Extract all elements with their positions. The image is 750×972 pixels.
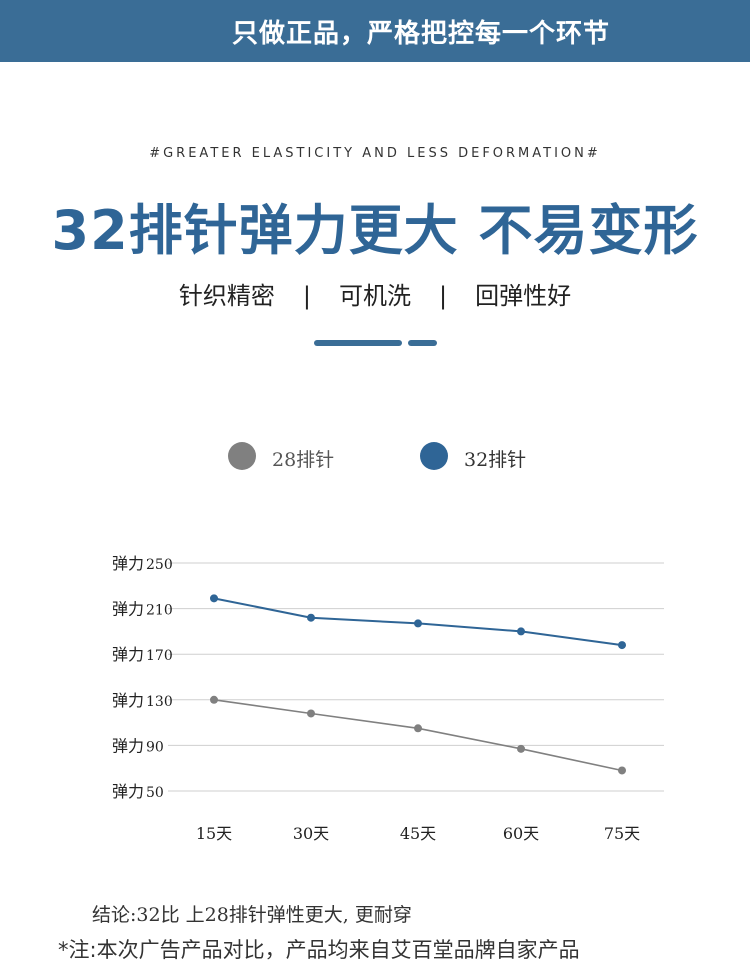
- legend-item-32: 32排针: [420, 440, 560, 472]
- y-tick-label-prefix: 弹力: [112, 645, 144, 664]
- x-tick-label: 75天: [604, 824, 640, 843]
- headline: 32排针弹力更大 不易变形: [51, 199, 699, 262]
- english-subtitle: #GREATER ELASTICITY AND LESS DEFORMATION…: [149, 146, 601, 161]
- top-banner: 只做正品，严格把控每一个环节: [0, 0, 750, 62]
- data-point-32: [517, 627, 525, 636]
- banner-text: 只做正品，严格把控每一个环节: [232, 19, 611, 49]
- disclaimer-text: *注:本次广告产品对比，产品均来自艾百堂品牌自家产品: [58, 938, 580, 962]
- feature-list: 针织精密 | 可机洗 | 回弹性好: [0, 276, 750, 311]
- y-tick-label-value: 250: [146, 557, 173, 573]
- data-point-28: [307, 709, 315, 718]
- legend-item-28: 28排针: [228, 440, 368, 472]
- y-tick-label-prefix: 弹力: [112, 691, 144, 710]
- feature-resilient: 回弹性好: [475, 282, 572, 310]
- feature-separator: |: [302, 282, 311, 310]
- y-tick-label-value: 90: [146, 739, 164, 755]
- data-point-28: [517, 744, 525, 753]
- legend-dot-32: [420, 442, 448, 470]
- feature-separator: |: [439, 282, 448, 310]
- decorative-bar-long: [314, 340, 402, 346]
- data-point-28: [414, 724, 422, 733]
- feature-machine-washable: 可机洗: [339, 282, 411, 310]
- y-tick-label-value: 50: [146, 785, 164, 801]
- y-tick-label-value: 130: [146, 694, 173, 710]
- data-point-32: [414, 619, 422, 628]
- feature-knit-precise: 针织精密: [178, 282, 275, 310]
- y-tick-label-prefix: 弹力: [112, 782, 144, 801]
- legend-dot-28: [228, 442, 256, 470]
- x-tick-label: 60天: [503, 824, 539, 843]
- legend-label-32: 32排针: [464, 449, 527, 471]
- data-point-32: [307, 613, 315, 622]
- data-point-28: [618, 766, 626, 775]
- y-tick-label-value: 210: [146, 603, 173, 619]
- y-tick-label-prefix: 弹力: [112, 554, 144, 573]
- y-tick-label-prefix: 弹力: [112, 736, 144, 755]
- data-point-32: [210, 594, 218, 603]
- y-tick-label-value: 170: [146, 648, 173, 664]
- x-tick-label: 15天: [196, 824, 232, 843]
- decorative-bar-short: [408, 340, 437, 346]
- data-point-28: [210, 695, 218, 704]
- legend-label-28: 28排针: [272, 449, 335, 471]
- y-tick-label-prefix: 弹力: [112, 600, 144, 619]
- data-point-32: [618, 641, 626, 650]
- x-tick-label: 30天: [293, 824, 329, 843]
- conclusion-text: 结论:32比 上28排针弹性更大, 更耐穿: [92, 904, 412, 926]
- x-tick-label: 45天: [400, 824, 436, 843]
- series-line-28: [213, 699, 623, 772]
